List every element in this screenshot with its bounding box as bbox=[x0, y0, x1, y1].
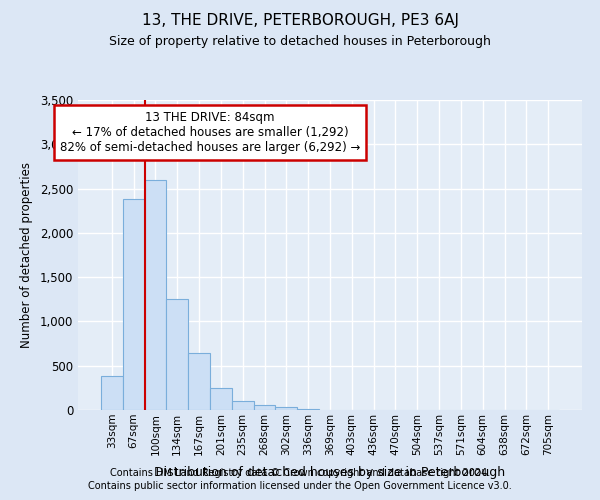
Bar bbox=[297, 409, 319, 410]
Bar bbox=[101, 376, 123, 410]
Bar bbox=[145, 180, 166, 410]
Text: Contains HM Land Registry data © Crown copyright and database right 2024.: Contains HM Land Registry data © Crown c… bbox=[110, 468, 490, 477]
Bar bbox=[166, 300, 188, 410]
Bar bbox=[275, 408, 297, 410]
X-axis label: Distribution of detached houses by size in Peterborough: Distribution of detached houses by size … bbox=[154, 466, 506, 479]
Text: Contains public sector information licensed under the Open Government Licence v3: Contains public sector information licen… bbox=[88, 481, 512, 491]
Bar bbox=[188, 354, 210, 410]
Text: 13 THE DRIVE: 84sqm
← 17% of detached houses are smaller (1,292)
82% of semi-det: 13 THE DRIVE: 84sqm ← 17% of detached ho… bbox=[60, 110, 360, 154]
Bar bbox=[210, 388, 232, 410]
Bar bbox=[232, 401, 254, 410]
Text: 13, THE DRIVE, PETERBOROUGH, PE3 6AJ: 13, THE DRIVE, PETERBOROUGH, PE3 6AJ bbox=[142, 12, 458, 28]
Text: Size of property relative to detached houses in Peterborough: Size of property relative to detached ho… bbox=[109, 35, 491, 48]
Bar bbox=[254, 405, 275, 410]
Y-axis label: Number of detached properties: Number of detached properties bbox=[20, 162, 33, 348]
Bar bbox=[123, 199, 145, 410]
